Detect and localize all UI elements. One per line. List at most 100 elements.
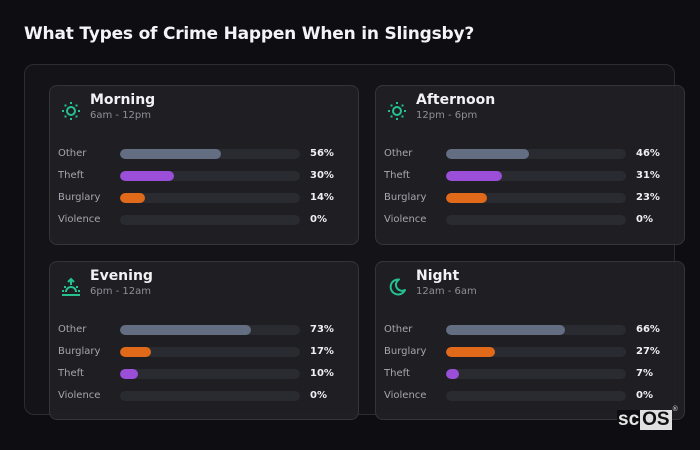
bar-track <box>446 193 626 203</box>
bar-percent: 30% <box>310 170 334 181</box>
bar-row: Other 56% <box>58 147 358 169</box>
logo-text-sc: sc <box>617 409 641 430</box>
bar-label: Violence <box>58 390 101 401</box>
bar-row: Other 73% <box>58 323 358 345</box>
crime-bars: Other 73% Burglary 17% Theft 10% Violenc… <box>58 323 358 411</box>
card-time-range: 12am - 6am <box>416 286 477 297</box>
card-night: Night 12am - 6am Other 66% Burglary 27% … <box>375 261 685 420</box>
card-time-range: 12pm - 6pm <box>416 110 478 121</box>
bar-label: Theft <box>384 170 410 181</box>
bar-row: Violence 0% <box>384 389 684 411</box>
bar-label: Burglary <box>58 192 101 203</box>
bar-track <box>446 325 626 335</box>
bar-percent: 14% <box>310 192 334 203</box>
bar-label: Violence <box>384 214 427 225</box>
bar-fill <box>446 369 459 379</box>
bar-fill <box>120 149 221 159</box>
bar-track <box>120 193 300 203</box>
bar-percent: 46% <box>636 148 660 159</box>
bar-percent: 23% <box>636 192 660 203</box>
crime-bars: Other 56% Theft 30% Burglary 14% Violenc… <box>58 147 358 235</box>
bar-track <box>446 149 626 159</box>
bar-row: Theft 7% <box>384 367 684 389</box>
bar-row: Burglary 14% <box>58 191 358 213</box>
bar-label: Other <box>58 324 87 335</box>
bar-track <box>120 391 300 401</box>
bar-row: Violence 0% <box>58 389 358 411</box>
bar-percent: 73% <box>310 324 334 335</box>
crime-bars: Other 66% Burglary 27% Theft 7% Violence… <box>384 323 684 411</box>
bar-percent: 27% <box>636 346 660 357</box>
bar-label: Burglary <box>58 346 101 357</box>
bar-fill <box>446 325 565 335</box>
registered-mark: ® <box>672 406 678 413</box>
bar-fill <box>120 369 138 379</box>
bar-label: Violence <box>58 214 101 225</box>
bar-label: Theft <box>58 368 84 379</box>
bar-percent: 17% <box>310 346 334 357</box>
bar-fill <box>120 325 252 335</box>
bar-percent: 0% <box>310 214 327 225</box>
bar-row: Theft 31% <box>384 169 684 191</box>
bar-row: Other 46% <box>384 147 684 169</box>
bar-track <box>120 171 300 181</box>
logo-text-os: OS <box>640 409 672 430</box>
bar-fill <box>446 193 488 203</box>
card-title: Morning <box>90 92 156 108</box>
bar-track <box>120 347 300 357</box>
card-title: Evening <box>90 268 153 284</box>
bar-percent: 0% <box>636 390 653 401</box>
bar-row: Violence 0% <box>384 213 684 235</box>
bar-row: Burglary 17% <box>58 345 358 367</box>
bar-track <box>120 369 300 379</box>
page-title: What Types of Crime Happen When in Sling… <box>24 24 475 44</box>
crime-bars: Other 46% Theft 31% Burglary 23% Violenc… <box>384 147 684 235</box>
card-morning: Morning 6am - 12pm Other 56% Theft 30% B… <box>49 85 359 245</box>
bar-fill <box>120 347 151 357</box>
sun-icon <box>60 100 82 122</box>
bar-row: Violence 0% <box>58 213 358 235</box>
bar-track <box>446 215 626 225</box>
bar-track <box>446 369 626 379</box>
bar-fill <box>446 171 502 181</box>
bar-row: Theft 10% <box>58 367 358 389</box>
card-afternoon: Afternoon 12pm - 6pm Other 46% Theft 31%… <box>375 85 685 245</box>
bar-label: Other <box>384 148 413 159</box>
bar-percent: 0% <box>636 214 653 225</box>
sunset-icon <box>60 276 82 298</box>
bar-row: Other 66% <box>384 323 684 345</box>
card-time-range: 6am - 12pm <box>90 110 152 121</box>
bar-label: Burglary <box>384 346 427 357</box>
bar-track <box>120 325 300 335</box>
bar-label: Theft <box>58 170 84 181</box>
bar-track <box>446 391 626 401</box>
bar-percent: 66% <box>636 324 660 335</box>
bar-track <box>446 171 626 181</box>
bar-percent: 56% <box>310 148 334 159</box>
bar-label: Violence <box>384 390 427 401</box>
bar-track <box>120 149 300 159</box>
bar-fill <box>446 149 529 159</box>
bar-row: Burglary 23% <box>384 191 684 213</box>
bar-row: Burglary 27% <box>384 345 684 367</box>
card-title: Afternoon <box>416 92 496 108</box>
bar-percent: 10% <box>310 368 334 379</box>
bar-percent: 0% <box>310 390 327 401</box>
bar-percent: 31% <box>636 170 660 181</box>
bar-label: Burglary <box>384 192 427 203</box>
card-evening: Evening 6pm - 12am Other 73% Burglary 17… <box>49 261 359 420</box>
bar-label: Other <box>384 324 413 335</box>
moon-icon <box>386 276 408 298</box>
scos-logo: sc OS ® <box>617 406 678 430</box>
bar-fill <box>120 193 146 203</box>
bar-label: Theft <box>384 368 410 379</box>
bar-percent: 7% <box>636 368 653 379</box>
sun-icon <box>386 100 408 122</box>
bar-label: Other <box>58 148 87 159</box>
bar-track <box>120 215 300 225</box>
bar-track <box>446 347 626 357</box>
bar-fill <box>446 347 495 357</box>
card-title: Night <box>416 268 460 284</box>
bar-row: Theft 30% <box>58 169 358 191</box>
bar-fill <box>120 171 174 181</box>
